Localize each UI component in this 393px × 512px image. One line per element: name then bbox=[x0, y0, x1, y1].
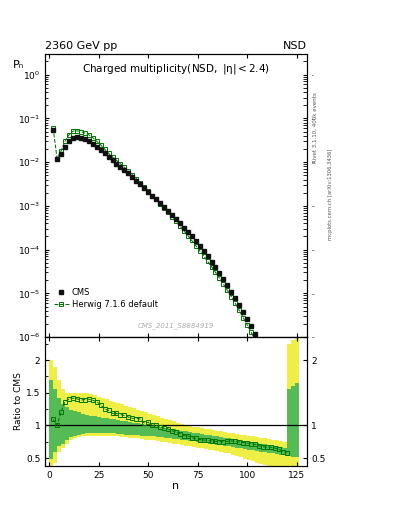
X-axis label: n: n bbox=[172, 481, 180, 491]
Text: Charged multiplicity$\mathregular{(NSD,\ |\eta| < 2.4)}$: Charged multiplicity$\mathregular{(NSD,\… bbox=[82, 62, 270, 76]
CMS bbox=[126, 170, 131, 177]
Text: NSD: NSD bbox=[283, 41, 307, 51]
CMS bbox=[90, 141, 95, 147]
Herwig 7.1.6 default bbox=[174, 218, 178, 224]
Herwig 7.1.6 default bbox=[51, 125, 55, 131]
Legend: CMS, Herwig 7.1.6 default: CMS, Herwig 7.1.6 default bbox=[52, 286, 160, 310]
CMS bbox=[285, 401, 289, 407]
CMS bbox=[51, 126, 55, 133]
Line: Herwig 7.1.6 default: Herwig 7.1.6 default bbox=[51, 126, 301, 450]
Herwig 7.1.6 default bbox=[118, 161, 123, 167]
CMS bbox=[118, 163, 123, 169]
CMS bbox=[197, 243, 202, 249]
Herwig 7.1.6 default bbox=[296, 444, 301, 451]
Text: CMS_2011_S8884919: CMS_2011_S8884919 bbox=[138, 322, 214, 329]
Text: Rivet 3.1.10, 400k events: Rivet 3.1.10, 400k events bbox=[312, 93, 318, 163]
Text: 2360 GeV pp: 2360 GeV pp bbox=[45, 41, 118, 51]
Y-axis label: Ratio to CMS: Ratio to CMS bbox=[14, 373, 23, 431]
Y-axis label: Pₙ: Pₙ bbox=[13, 60, 24, 70]
Line: CMS: CMS bbox=[51, 127, 289, 406]
Herwig 7.1.6 default bbox=[126, 168, 131, 174]
Herwig 7.1.6 default bbox=[165, 209, 170, 215]
CMS bbox=[110, 157, 115, 163]
CMS bbox=[130, 174, 135, 180]
Herwig 7.1.6 default bbox=[221, 281, 226, 287]
Text: mcplots.cern.ch [arXiv:1306.3436]: mcplots.cern.ch [arXiv:1306.3436] bbox=[328, 149, 333, 240]
Herwig 7.1.6 default bbox=[292, 433, 297, 439]
